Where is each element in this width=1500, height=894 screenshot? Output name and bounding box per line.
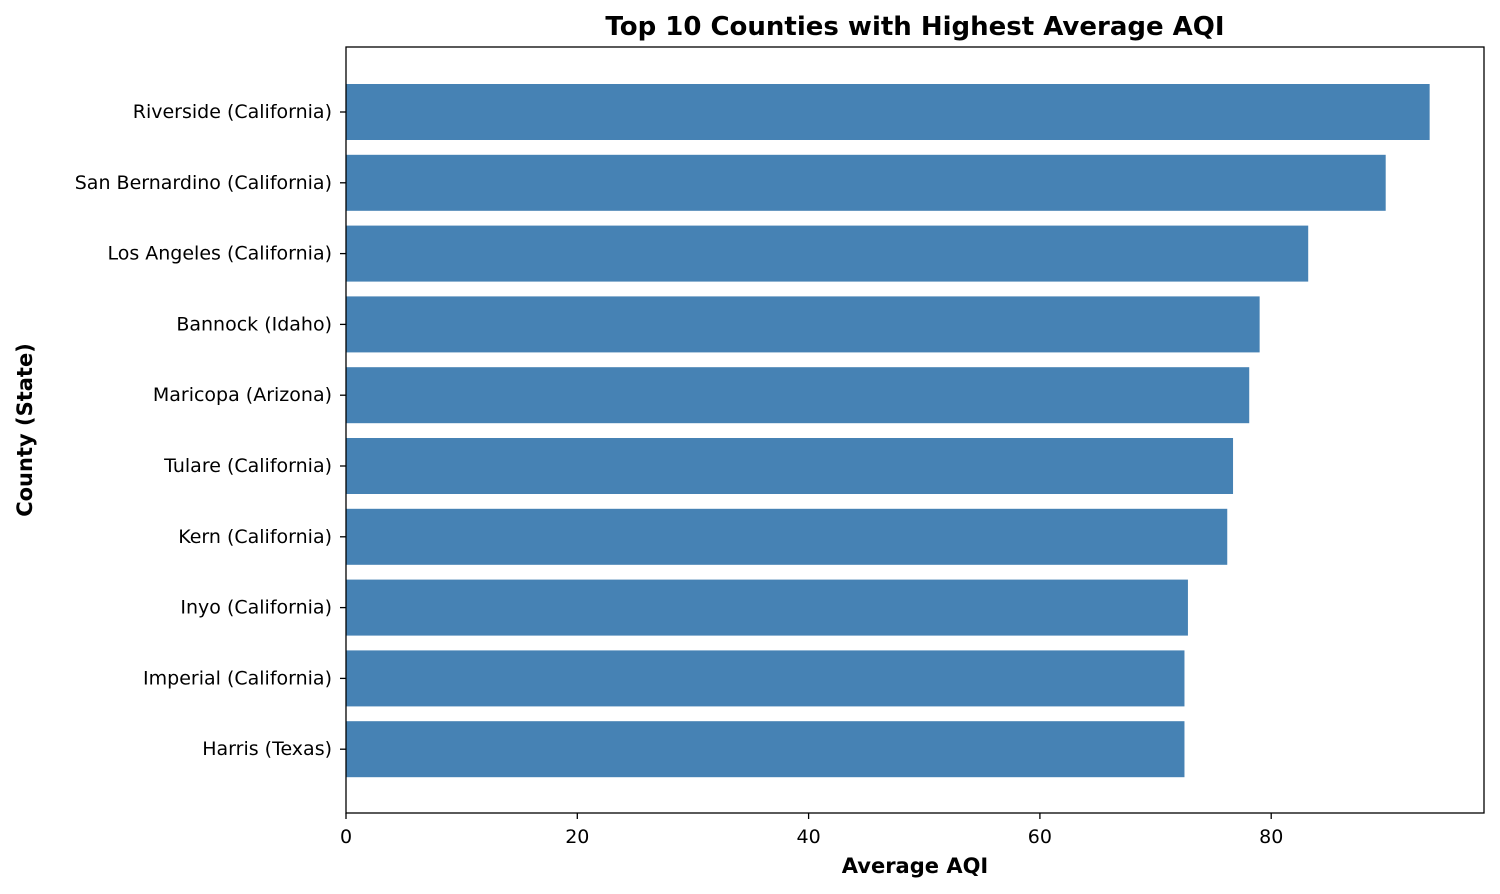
bar <box>346 367 1250 424</box>
y-tick-label: Tulare (California) <box>163 455 332 477</box>
x-tick-label: 40 <box>797 826 821 848</box>
bar <box>346 296 1260 353</box>
y-tick-label: Kern (California) <box>178 526 332 548</box>
y-tick-label: Imperial (California) <box>143 667 332 689</box>
y-axis-label: County (State) <box>13 343 37 517</box>
plot-frame <box>345 46 1485 814</box>
x-tick-label: 0 <box>340 826 352 848</box>
chart-title: Top 10 Counties with Highest Average AQI <box>605 12 1224 42</box>
bars-group <box>346 84 1430 778</box>
y-tick-label: Los Angeles (California) <box>107 243 332 265</box>
y-tick-label: Riverside (California) <box>133 101 332 123</box>
bar <box>346 225 1309 282</box>
bar <box>346 579 1188 636</box>
y-tick-label: Bannock (Idaho) <box>176 313 332 335</box>
x-tick-label: 20 <box>565 826 589 848</box>
bar <box>346 721 1185 778</box>
bar <box>346 84 1430 140</box>
y-tick-label: Maricopa (Arizona) <box>153 384 332 406</box>
y-tick-label: Harris (Texas) <box>202 738 332 760</box>
x-axis-label: Average AQI <box>842 854 988 878</box>
x-tick-label: 60 <box>1028 826 1052 848</box>
x-tick-label: 80 <box>1259 826 1283 848</box>
bar <box>346 154 1386 211</box>
y-tick-label: San Bernardino (California) <box>75 172 332 194</box>
y-ticks-group: Riverside (California) San Bernardino (Ca… <box>75 101 346 760</box>
bar <box>346 438 1234 494</box>
bar <box>346 508 1228 565</box>
bar <box>346 650 1185 707</box>
y-tick-label: Inyo (California) <box>180 597 332 619</box>
x-ticks-group: 0 20 40 60 80 <box>340 813 1283 848</box>
